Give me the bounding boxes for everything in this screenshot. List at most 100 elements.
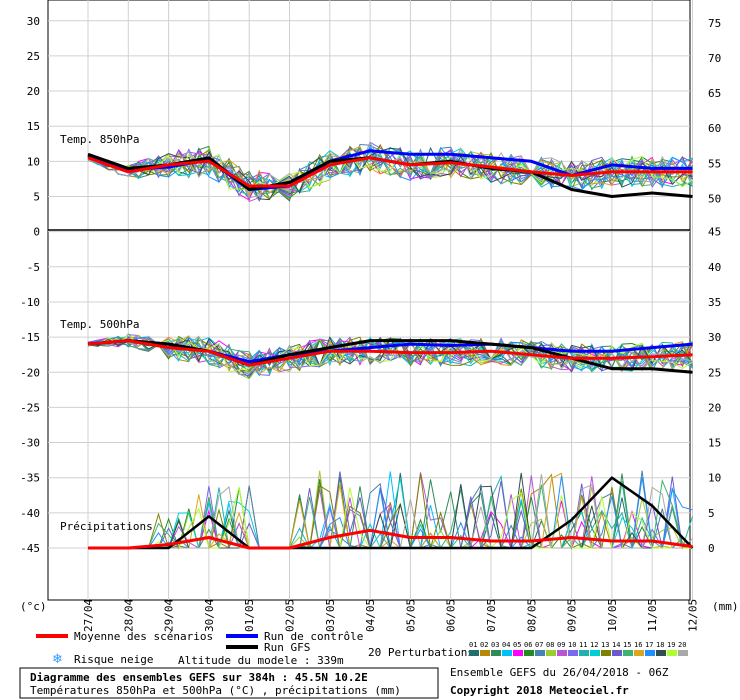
pert-swatch [678,650,688,656]
pert-number: 13 [601,641,609,649]
x-date-label: 03/05 [324,599,337,632]
pert-swatch [601,650,611,656]
member-t500-line [87,334,693,375]
right-tick-label-850: 50 [708,193,721,206]
pert-swatch [612,650,622,656]
pert-number: 05 [513,641,521,649]
pert-swatch [502,650,512,656]
pert-number: 04 [502,641,510,649]
left-tick-label: -20 [20,366,40,379]
main-series [87,149,694,550]
right-tick-label-850: 60 [708,122,721,135]
pert-number: 17 [645,641,653,649]
x-date-label: 01/05 [243,599,256,632]
left-tick-label: -40 [20,507,40,520]
x-date-label: 12/05 [687,599,700,632]
x-date-label: 02/05 [284,599,297,632]
x-axis-dates: 27/04 28/04 29/04 30/04 01/05 02/05 03/05 04/05… [82,599,700,632]
pert-number: 08 [546,641,554,649]
pert-number: 14 [612,641,620,649]
right-tick-label-850: 75 [708,17,721,30]
pert-swatch [513,650,523,656]
plot-frame-top [47,0,691,231]
pert-number: 15 [623,641,631,649]
x-date-label: 04/05 [364,599,377,632]
member-t850-line [87,147,693,201]
left-tick-label: 5 [33,191,40,204]
pert-swatch [623,650,633,656]
panel-label-precip: Précipitations [60,520,153,533]
x-date-label: 08/05 [525,599,538,632]
precip-gfs-line [88,476,694,550]
footer-run: Ensemble GEFS du 26/04/2018 - 06Z [450,666,669,679]
pert-number: 07 [535,641,543,649]
right-tick-label-500: 35 [708,296,721,309]
x-date-label: 30/04 [203,599,216,632]
footer-box [19,667,439,699]
right-tick-label-500: 0 [708,542,715,555]
left-tick-label: -5 [27,261,40,274]
left-tick-label: 25 [27,50,40,63]
perturbation-legend: 01 02 03 04 05 06 07 08 09 10 11 12 13 14 15 16 17 18 19 20 [469,641,688,656]
pert-swatch [568,650,578,656]
footer-title: Diagramme des ensembles GEFS sur 384h : … [30,671,368,684]
right-tick-label-500: 5 [708,507,715,520]
legend-control: Run de contrôle [264,630,363,643]
x-date-label: 10/05 [606,599,619,632]
precip-mean-line [88,528,693,550]
legend-perturbations: 20 Perturbations [368,646,474,659]
t850-mean-line [87,156,693,188]
pert-number: 01 [469,641,477,649]
x-date-label: 07/05 [485,599,498,632]
legend-gfs: Run GFS [264,641,310,654]
right-tick-label-500: 40 [708,261,721,274]
footer-copyright: Copyright 2018 Meteociel.fr [450,684,629,697]
pert-swatch [656,650,666,656]
pert-number: 09 [557,641,565,649]
member-t850-line [87,148,693,193]
pert-swatch [524,650,534,656]
pert-swatch [491,650,501,656]
pert-number: 03 [491,641,499,649]
x-date-label: 05/05 [404,599,417,632]
left-axis: 30 25 20 15 10 5 0 -5 -10 -15 -20 -25 -30 -35 -40 -45 [20,15,40,555]
pert-swatch [469,650,479,656]
left-tick-label: 15 [27,120,40,133]
pert-number: 16 [634,641,642,649]
x-date-label: 29/04 [163,599,176,632]
right-tick-label-500: 45 [708,226,721,239]
left-tick-label: -25 [20,401,40,414]
t500-mean-line [87,339,693,367]
left-tick-label: -10 [20,296,40,309]
pert-swatch [535,650,545,656]
right-tick-label-850: 65 [708,87,721,100]
legend-altitude: Altitude du modele : 339m [178,654,344,667]
pert-swatch [590,650,600,656]
left-tick-label: -45 [20,542,40,555]
t500-gfs-line [87,339,693,374]
pert-number: 12 [590,641,598,649]
member-t500-line [87,336,693,372]
grid-lines [48,0,693,600]
pert-swatch [546,650,556,656]
right-tick-label-850: 55 [708,157,721,170]
pert-swatch [645,650,655,656]
pert-number: 02 [480,641,488,649]
footer-subtitle: Températures 850hPa et 500hPa (°C) , pré… [30,684,401,697]
right-tick-label-500: 15 [708,437,721,450]
right-unit: (mm) [712,600,739,613]
x-date-label: 28/04 [122,599,135,632]
x-date-label: 11/05 [646,599,659,632]
member-t500-line [87,334,693,373]
pert-swatch [579,650,589,656]
pert-number: 19 [667,641,675,649]
x-date-label: 06/05 [445,599,458,632]
right-tick-label-850: 70 [708,52,721,65]
x-date-label: 27/04 [82,599,95,632]
legend-snow: Risque neige [74,653,153,666]
pert-number: 10 [568,641,576,649]
right-tick-label-500: 20 [708,401,721,414]
left-tick-label: 10 [27,155,40,168]
left-tick-label: -30 [20,437,40,450]
